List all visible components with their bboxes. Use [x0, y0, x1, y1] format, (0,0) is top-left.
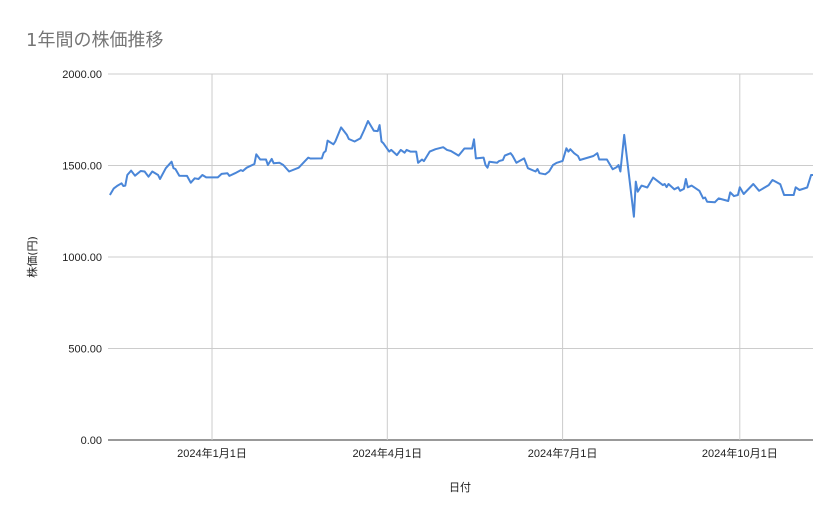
y-axis-ticks: 0.00 500.00 1000.00 1500.00 2000.00 — [62, 69, 102, 447]
x-axis-ticks: 2024年1月1日 2024年4月1日 2024年7月1日 2024年10月1日 — [177, 446, 778, 460]
y-axis-label: 株価(円) — [25, 236, 39, 278]
y-tick-label: 0.00 — [81, 435, 102, 447]
x-tick-label: 2024年4月1日 — [352, 446, 422, 460]
gridlines — [108, 73, 813, 441]
x-tick-label: 2024年1月1日 — [177, 446, 247, 460]
x-tick-label: 2024年7月1日 — [528, 446, 598, 460]
y-tick-label: 1500.00 — [62, 161, 102, 173]
x-tick-label: 2024年10月1日 — [702, 446, 778, 460]
y-tick-label: 1000.00 — [62, 252, 102, 264]
y-tick-label: 500.00 — [68, 344, 102, 356]
x-axis-label: 日付 — [449, 481, 471, 494]
series-line — [109, 120, 813, 218]
y-tick-label: 2000.00 — [62, 69, 102, 81]
chart-title: 1年間の株価推移 — [26, 30, 164, 51]
